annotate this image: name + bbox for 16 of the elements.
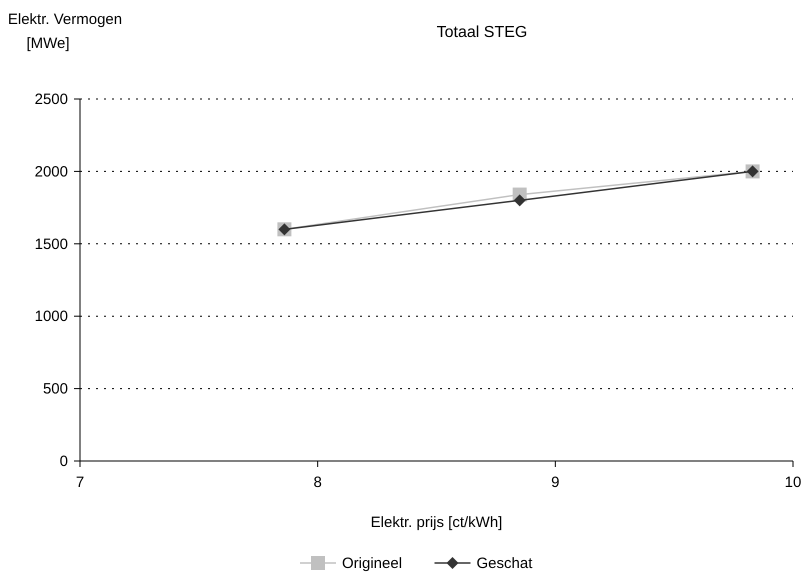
legend-label: Geschat	[476, 555, 534, 572]
x-tick-label: 10	[784, 474, 802, 491]
y-tick-label: 2000	[34, 163, 68, 180]
y-tick-label: 0	[60, 453, 68, 470]
legend-label: Origineel	[342, 555, 402, 572]
y-tick-label: 500	[42, 380, 68, 398]
x-axis-title: Elektr. prijs [ct/kWh]	[370, 514, 502, 531]
chart-title: Totaal STEG	[436, 24, 528, 41]
x-tick-label: 9	[551, 474, 560, 491]
x-tick-label: 8	[313, 474, 322, 491]
x-tick-label: 7	[76, 474, 84, 491]
y-tick-label: 1500	[34, 236, 68, 253]
y-tick-label: 1000	[34, 308, 68, 326]
point	[514, 194, 526, 206]
y-tick-label: 2500	[34, 91, 68, 108]
y-axis-title: Elektr. Vermogen [MWe]	[8, 11, 122, 52]
